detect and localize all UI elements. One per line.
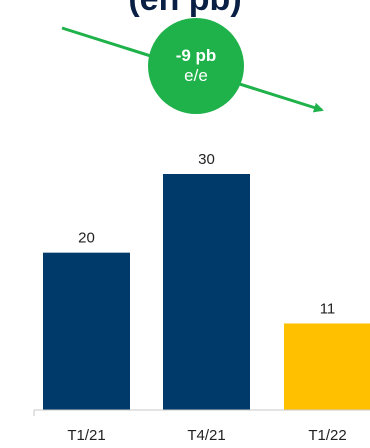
tick-labels-group: T1/21 T4/21 T1/22 [67, 427, 346, 444]
bar-T4-21 [163, 174, 250, 410]
value-labels-group: 20 30 11 [78, 151, 335, 317]
badge-unit: e/e [184, 66, 208, 85]
value-label: 20 [78, 230, 95, 247]
x-tick-label: T4/21 [187, 427, 225, 444]
badge-value: -9 pb [175, 46, 217, 66]
bars-group [43, 174, 370, 410]
chart-title-fragment: (en pb) [128, 0, 241, 18]
x-tick-label: T1/21 [67, 427, 105, 444]
bar-T1-22 [284, 323, 370, 410]
value-label: 11 [320, 300, 336, 317]
value-label: 30 [198, 151, 215, 168]
bar-T1-21 [43, 252, 130, 410]
change-badge: -9 pb e/e [148, 18, 244, 114]
x-tick-label: T1/22 [308, 427, 346, 444]
